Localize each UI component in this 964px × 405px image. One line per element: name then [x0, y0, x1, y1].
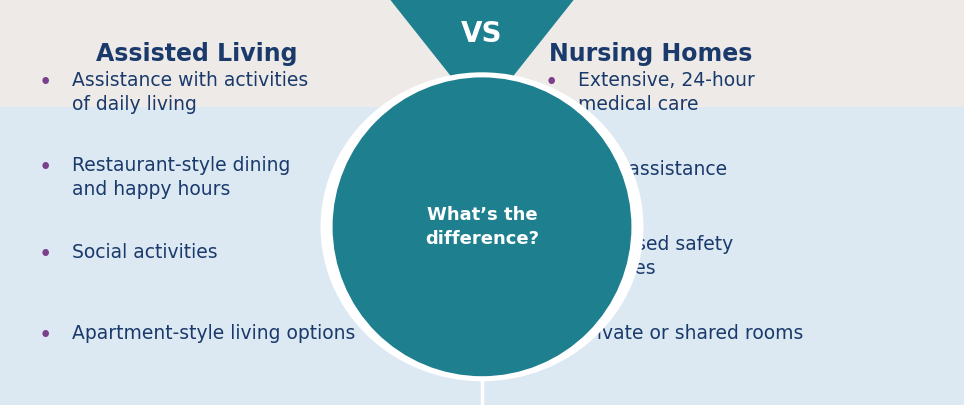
Text: •: •: [545, 235, 558, 258]
FancyBboxPatch shape: [0, 0, 964, 107]
Ellipse shape: [320, 72, 644, 381]
FancyBboxPatch shape: [0, 107, 964, 405]
Text: Assistance with activities
of daily living: Assistance with activities of daily livi…: [72, 71, 308, 114]
Text: VS: VS: [461, 20, 503, 49]
Text: What’s the
difference?: What’s the difference?: [425, 206, 539, 247]
Text: •: •: [39, 71, 52, 94]
Text: Extensive, 24-hour
medical care: Extensive, 24-hour medical care: [578, 71, 755, 114]
Text: Nursing Homes: Nursing Homes: [549, 42, 753, 66]
Text: •: •: [545, 324, 558, 347]
Text: •: •: [545, 160, 558, 183]
Text: •: •: [39, 243, 52, 266]
Text: •: •: [39, 324, 52, 347]
Text: Increased safety
features: Increased safety features: [578, 235, 734, 278]
Text: Assisted Living: Assisted Living: [96, 42, 298, 66]
Text: Private or shared rooms: Private or shared rooms: [578, 324, 804, 343]
Ellipse shape: [333, 77, 631, 376]
Text: Apartment-style living options: Apartment-style living options: [72, 324, 356, 343]
Text: •: •: [39, 156, 52, 179]
Text: Restaurant-style dining
and happy hours: Restaurant-style dining and happy hours: [72, 156, 291, 199]
Text: •: •: [545, 71, 558, 94]
Text: Meal assistance: Meal assistance: [578, 160, 728, 179]
Polygon shape: [390, 0, 574, 115]
Text: Social activities: Social activities: [72, 243, 218, 262]
